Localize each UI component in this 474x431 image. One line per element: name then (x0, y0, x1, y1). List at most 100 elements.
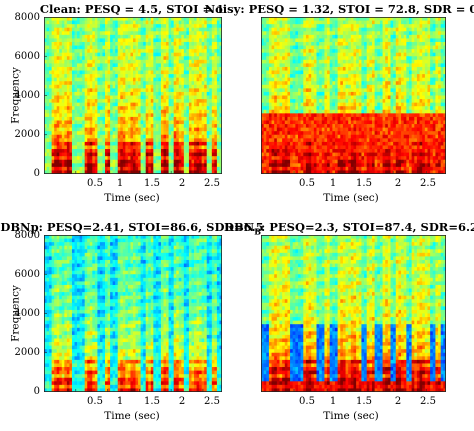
spectrogram-cell (284, 31, 288, 36)
spectrogram-cell (219, 70, 222, 75)
spectrogram-cell (54, 99, 58, 104)
spectrogram-cell (181, 170, 185, 174)
spectrogram-cell (122, 91, 126, 96)
spectrogram-cell (97, 113, 101, 118)
spectrogram-cell (345, 17, 349, 21)
spectrogram-cell (209, 141, 213, 146)
spectrogram-cell (87, 17, 91, 21)
spectrogram-cell (178, 88, 182, 93)
spectrogram-cell (110, 166, 114, 171)
spectrogram-cell (209, 159, 213, 164)
spectrogram-cell (284, 88, 288, 93)
spectrogram-cell (358, 106, 362, 111)
spectrogram-cell (117, 138, 121, 143)
spectrogram-cell (295, 84, 299, 89)
spectrogram-cell (99, 74, 103, 79)
spectrogram-cell (268, 116, 272, 121)
spectrogram-cell (292, 88, 296, 93)
spectrogram-cell (163, 152, 167, 157)
spectrogram-cell (84, 131, 88, 136)
spectrogram-cell (348, 113, 352, 118)
spectrogram-cell (305, 63, 309, 68)
spectrogram-cell (290, 59, 294, 64)
spectrogram-cell (191, 95, 195, 100)
spectrogram-cell (166, 166, 169, 171)
spectrogram-cell (329, 141, 333, 146)
spectrogram-cell (145, 163, 149, 168)
spectrogram-cell (115, 27, 119, 32)
spectrogram-cell (181, 59, 185, 64)
spectrogram-cell (54, 49, 58, 54)
spectrogram-cell (166, 66, 169, 71)
spectrogram-cell (342, 63, 346, 68)
spectrogram-cell (117, 45, 121, 50)
spectrogram-cell (186, 63, 190, 68)
spectrogram-cell (284, 52, 288, 57)
spectrogram-cell (219, 84, 222, 89)
spectrogram-cell (191, 102, 195, 107)
spectrogram-cell (89, 131, 93, 136)
spectrogram-cell (372, 31, 376, 36)
spectrogram-cell (143, 113, 147, 118)
spectrogram-cell (99, 56, 103, 61)
spectrogram-cell (219, 131, 222, 136)
spectrogram-cell (263, 63, 267, 68)
spectrogram-cell (329, 63, 333, 68)
spectrogram-cell (290, 91, 294, 96)
spectrogram-cell (92, 91, 96, 96)
spectrogram-cell (305, 131, 309, 136)
spectrogram-cell (115, 106, 119, 111)
spectrogram-cell (92, 149, 96, 153)
spectrogram-cell (350, 34, 354, 39)
spectrogram-cell (329, 41, 333, 46)
spectrogram-cell (99, 52, 103, 57)
spectrogram-cell (140, 166, 144, 171)
spectrogram-cell (219, 102, 222, 107)
spectrogram-cell (160, 145, 164, 150)
spectrogram-cell (201, 102, 205, 107)
spectrogram-cell (308, 81, 312, 86)
spectrogram-cell (94, 170, 98, 174)
spectrogram-cell (94, 134, 98, 139)
spectrogram-cell (369, 159, 373, 164)
spectrogram-cell (138, 149, 142, 153)
spectrogram-cell (372, 120, 376, 125)
spectrogram-cell (44, 41, 47, 46)
spectrogram-cell (84, 38, 88, 43)
spectrogram-cell (130, 24, 134, 29)
spectrogram-cell (173, 45, 177, 50)
spectrogram-cell (183, 113, 187, 118)
spectrogram-cell (61, 109, 65, 114)
spectrogram-cell (345, 27, 349, 32)
spectrogram-cell (216, 156, 220, 161)
spectrogram-cell (313, 116, 317, 121)
spectrogram-cell (313, 120, 317, 125)
spectrogram-cell (153, 145, 157, 150)
spectrogram-cell (178, 120, 182, 125)
spectrogram-cell (183, 34, 187, 39)
spectrogram-cell (188, 63, 192, 68)
spectrogram-cell (74, 149, 78, 153)
spectrogram-cell (163, 166, 167, 171)
spectrogram-cell (84, 63, 88, 68)
spectrogram-cell (117, 49, 121, 54)
spectrogram-cell (303, 34, 307, 39)
spectrogram-cell (171, 106, 175, 111)
spectrogram-cell (74, 59, 78, 64)
spectrogram-cell (102, 145, 106, 150)
spectrogram-cell (77, 17, 80, 21)
spectrogram-cell (64, 120, 68, 125)
spectrogram-cell (311, 56, 315, 61)
spectrogram-cell (332, 106, 336, 111)
spectrogram-cell (69, 116, 73, 121)
spectrogram-cell (186, 116, 190, 121)
spectrogram-cell (199, 120, 203, 125)
spectrogram-cell (305, 99, 309, 104)
spectrogram-cell (303, 145, 307, 150)
spectrogram-cell (84, 124, 88, 129)
spectrogram-cell (87, 81, 91, 86)
spectrogram-cell (178, 91, 182, 96)
spectrogram-cell (292, 70, 296, 75)
spectrogram-cell (54, 34, 58, 39)
spectrogram-cell (287, 20, 291, 25)
